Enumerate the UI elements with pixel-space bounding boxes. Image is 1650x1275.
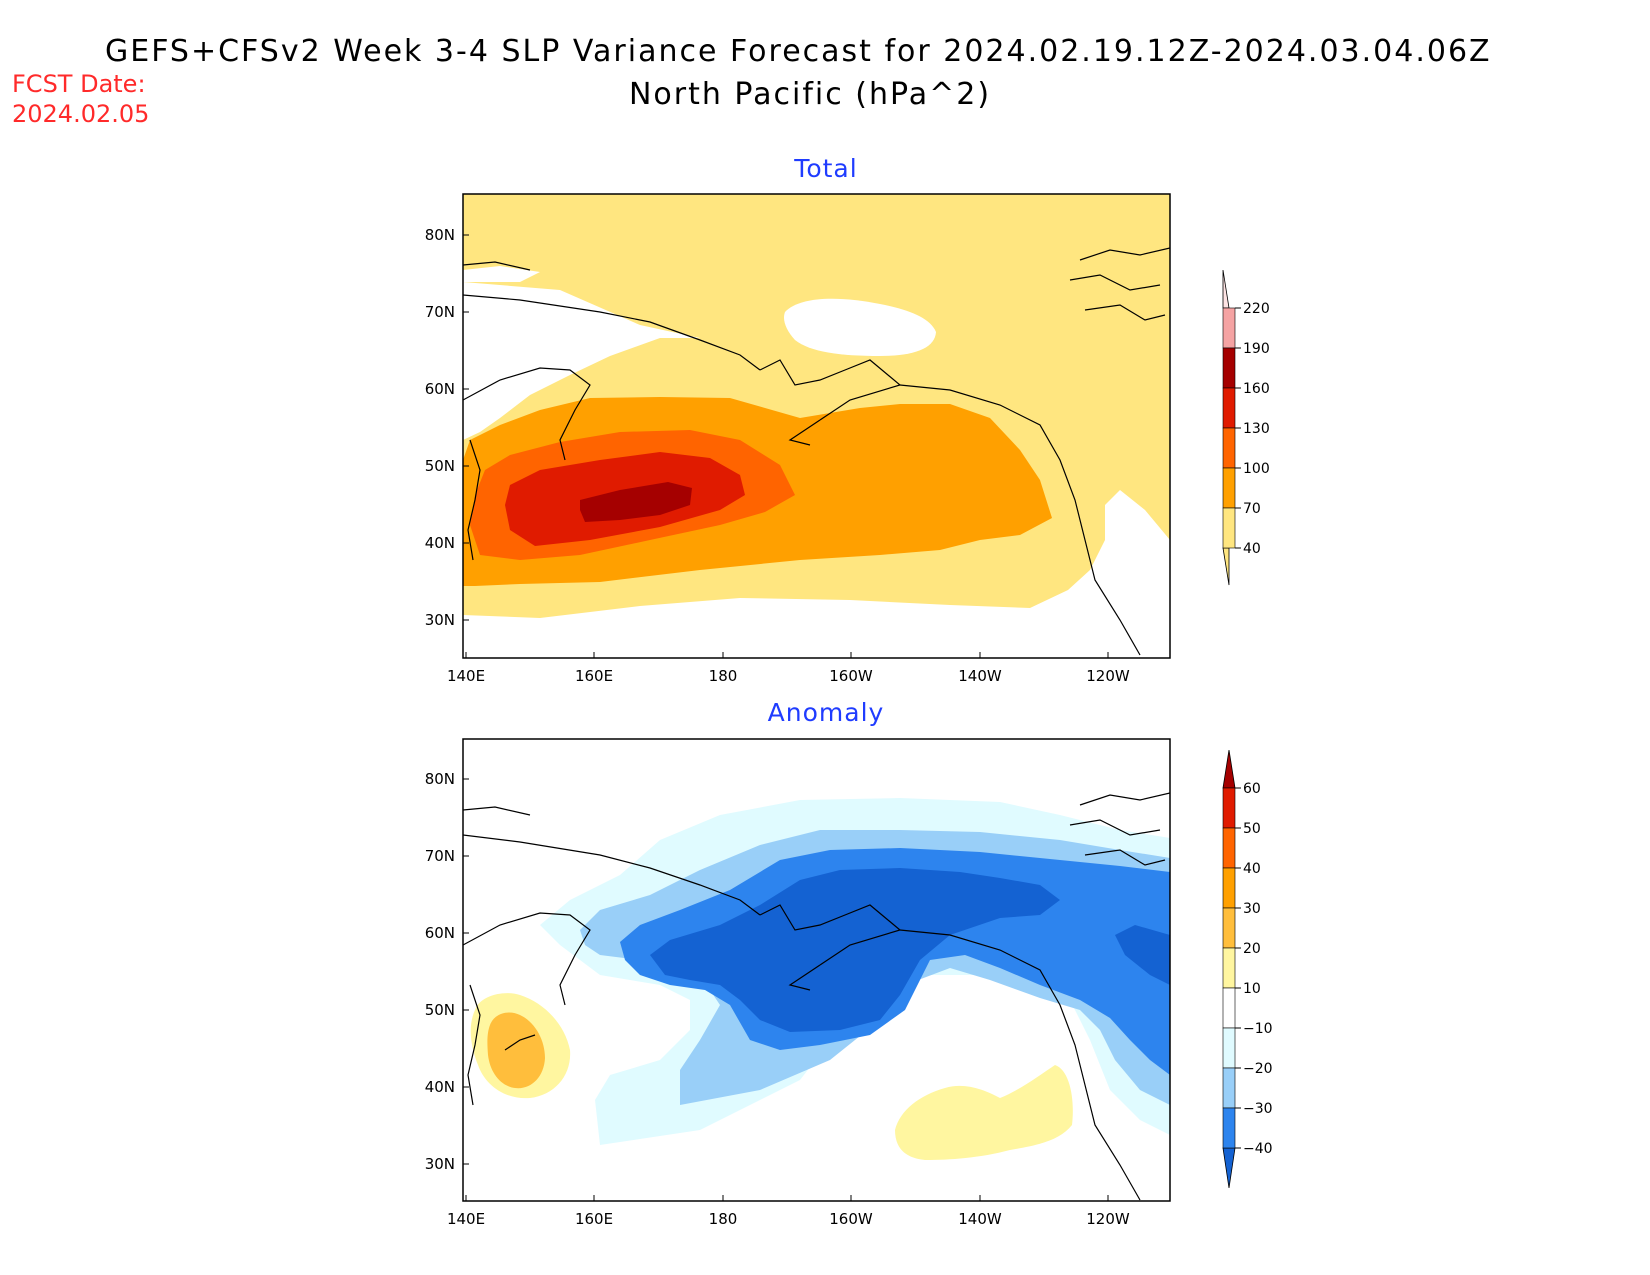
total-map [463,194,1170,658]
total-lat-label: 60N [425,380,455,398]
anomaly-lon-label: 180 [709,1210,738,1228]
panel-title-total: Total [793,154,857,183]
anomaly-colorbar-swatch [1222,1107,1236,1149]
total-white-region-northwest [463,266,540,282]
total-lat-label: 50N [425,457,455,475]
total-colorbar-top-arrow [1222,269,1230,309]
anomaly-lat-label: 80N [425,770,455,788]
total-colorbar-swatch [1222,507,1236,549]
total-lon-label: 140W [958,667,1002,685]
total-colorbar-bottom-arrow [1222,547,1230,586]
anomaly-colorbar: 60 50 40 30 20 10 −10 −20 −30 −40 [1222,749,1273,1189]
total-lon-label: 180 [709,667,738,685]
anomaly-field-20-30-west [487,1012,545,1089]
total-colorbar-label: 40 [1243,541,1261,557]
anomaly-lat-label: 30N [425,1155,455,1173]
total-colorbar-swatch [1222,427,1236,469]
total-lon-label: 160E [575,667,613,685]
total-colorbar-label: 130 [1243,421,1270,437]
anomaly-colorbar-label: −10 [1243,1021,1273,1037]
total-colorbar-swatch [1222,307,1236,349]
total-lat-label: 80N [425,226,455,244]
figure-title: GEFS+CFSv2 Week 3-4 SLP Variance Forecas… [105,34,1492,69]
anomaly-colorbar-swatch [1222,1067,1236,1109]
total-lat-label: 40N [425,534,455,552]
total-coastlines [463,247,1170,656]
anomaly-lon-label: 120W [1086,1210,1130,1228]
total-white-region-west [463,282,700,440]
total-colorbar-label: 190 [1243,341,1270,357]
total-lon-label: 140E [447,667,485,685]
anomaly-lat-label: 60N [425,924,455,942]
anomaly-lon-label: 140E [447,1210,485,1228]
anomaly-colorbar-label: 40 [1243,861,1261,877]
total-lat-label: 30N [425,611,455,629]
anomaly-colorbar-swatch [1222,907,1236,949]
anomaly-colorbar-label: −40 [1243,1141,1273,1157]
total-map-frame [462,193,1171,659]
total-colorbar-swatch [1222,347,1236,389]
total-colorbar-label: 100 [1243,461,1270,477]
anomaly-colorbar-label: 60 [1243,781,1261,797]
total-lon-label: 120W [1086,667,1130,685]
anomaly-colorbar-swatch [1222,947,1236,989]
anomaly-axis-ticks: 80N 70N 60N 50N 40N 30N 140E 160E 180 160W 140W 120… [425,770,1130,1228]
anomaly-colorbar-swatch [1222,1027,1236,1069]
anomaly-lon-label: 160W [829,1210,873,1228]
anomaly-colorbar-swatch [1222,787,1236,829]
anomaly-colorbar-swatch [1222,827,1236,869]
anomaly-field-below-minus40-east [1115,925,1170,985]
anomaly-map [463,739,1170,1201]
anomaly-colorbar-label: 20 [1243,941,1261,957]
anomaly-field-10-20-east [895,1065,1073,1160]
total-colorbar: 220 190 160 130 100 70 40 [1222,269,1270,586]
total-colorbar-label: 160 [1243,381,1270,397]
total-field-160-190 [580,482,692,522]
anomaly-lat-label: 50N [425,1001,455,1019]
total-white-region-south [463,490,1170,658]
total-colorbar-swatch [1222,467,1236,509]
anomaly-colorbar-bottom-arrow [1222,1147,1236,1189]
panel-title-anomaly: Anomaly [768,698,885,727]
anomaly-map-frame [462,738,1171,1202]
anomaly-colorbar-label: −30 [1243,1101,1273,1117]
anomaly-lat-label: 40N [425,1078,455,1096]
total-white-region-arctic [784,298,936,356]
total-colorbar-label: 70 [1243,501,1261,517]
fcst-date-value: 2024.02.05 [12,100,149,128]
anomaly-colorbar-swatch [1222,987,1236,1029]
anomaly-colorbar-label: 50 [1243,821,1261,837]
anomaly-colorbar-label: 10 [1243,981,1261,997]
anomaly-colorbar-top-arrow [1222,749,1236,789]
anomaly-lat-label: 70N [425,847,455,865]
anomaly-colorbar-label: −20 [1243,1061,1273,1077]
total-lat-label: 70N [425,303,455,321]
total-lon-label: 160W [829,667,873,685]
anomaly-colorbar-swatch [1222,867,1236,909]
fcst-date-label: FCST Date: [12,70,146,98]
anomaly-lon-label: 140W [958,1210,1002,1228]
figure-subtitle: North Pacific (hPa^2) [629,77,991,112]
anomaly-coastlines [463,792,1170,1201]
total-colorbar-label: 220 [1243,301,1270,317]
total-colorbar-swatch [1222,387,1236,429]
anomaly-lon-label: 160E [575,1210,613,1228]
total-axis-ticks: 80N 70N 60N 50N 40N 30N 140E 160E 180 160W 140W 120… [425,226,1130,685]
anomaly-colorbar-label: 30 [1243,901,1261,917]
